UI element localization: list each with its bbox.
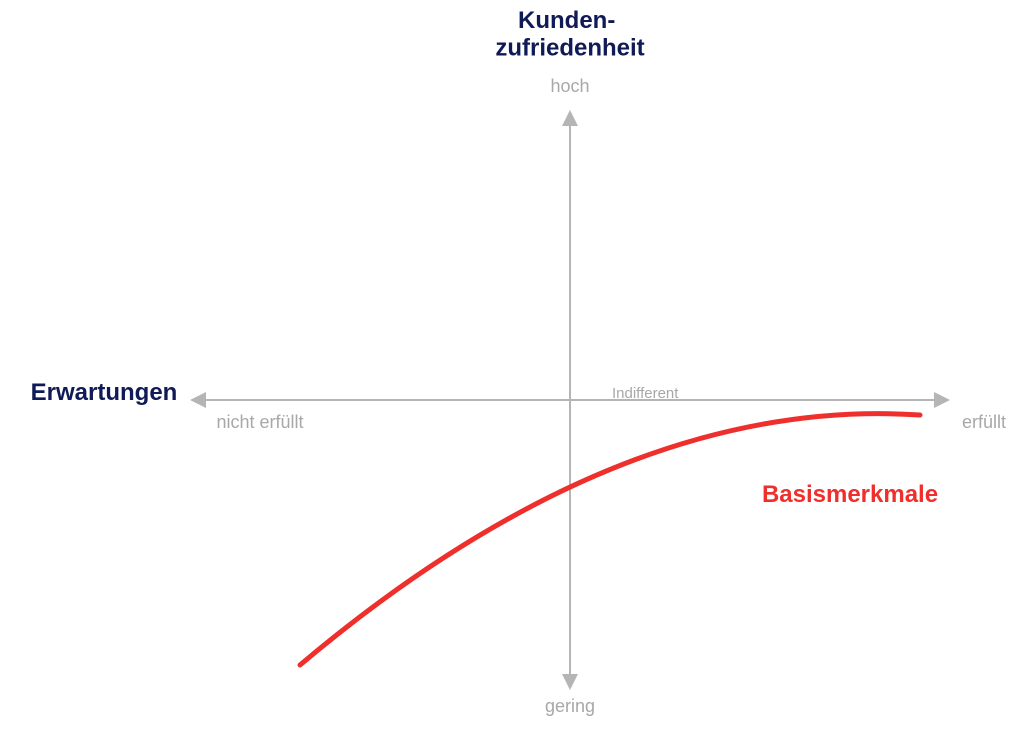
center-label: Indifferent [612, 385, 679, 402]
x-axis-title: Erwartungen [31, 379, 178, 406]
y-low-label: gering [545, 696, 595, 716]
arrow-right-icon [934, 392, 950, 408]
arrow-down-icon [562, 674, 578, 690]
y-axis-title: Kunden- zufriedenheit [495, 7, 644, 62]
x-left-label: nicht erfüllt [216, 412, 303, 432]
arrow-left-icon [190, 392, 206, 408]
x-right-label: erfüllt [962, 412, 1006, 432]
arrow-up-icon [562, 110, 578, 126]
basis-curve [300, 414, 920, 665]
y-high-label: hoch [550, 76, 589, 96]
curve-label: Basismerkmale [762, 481, 938, 508]
